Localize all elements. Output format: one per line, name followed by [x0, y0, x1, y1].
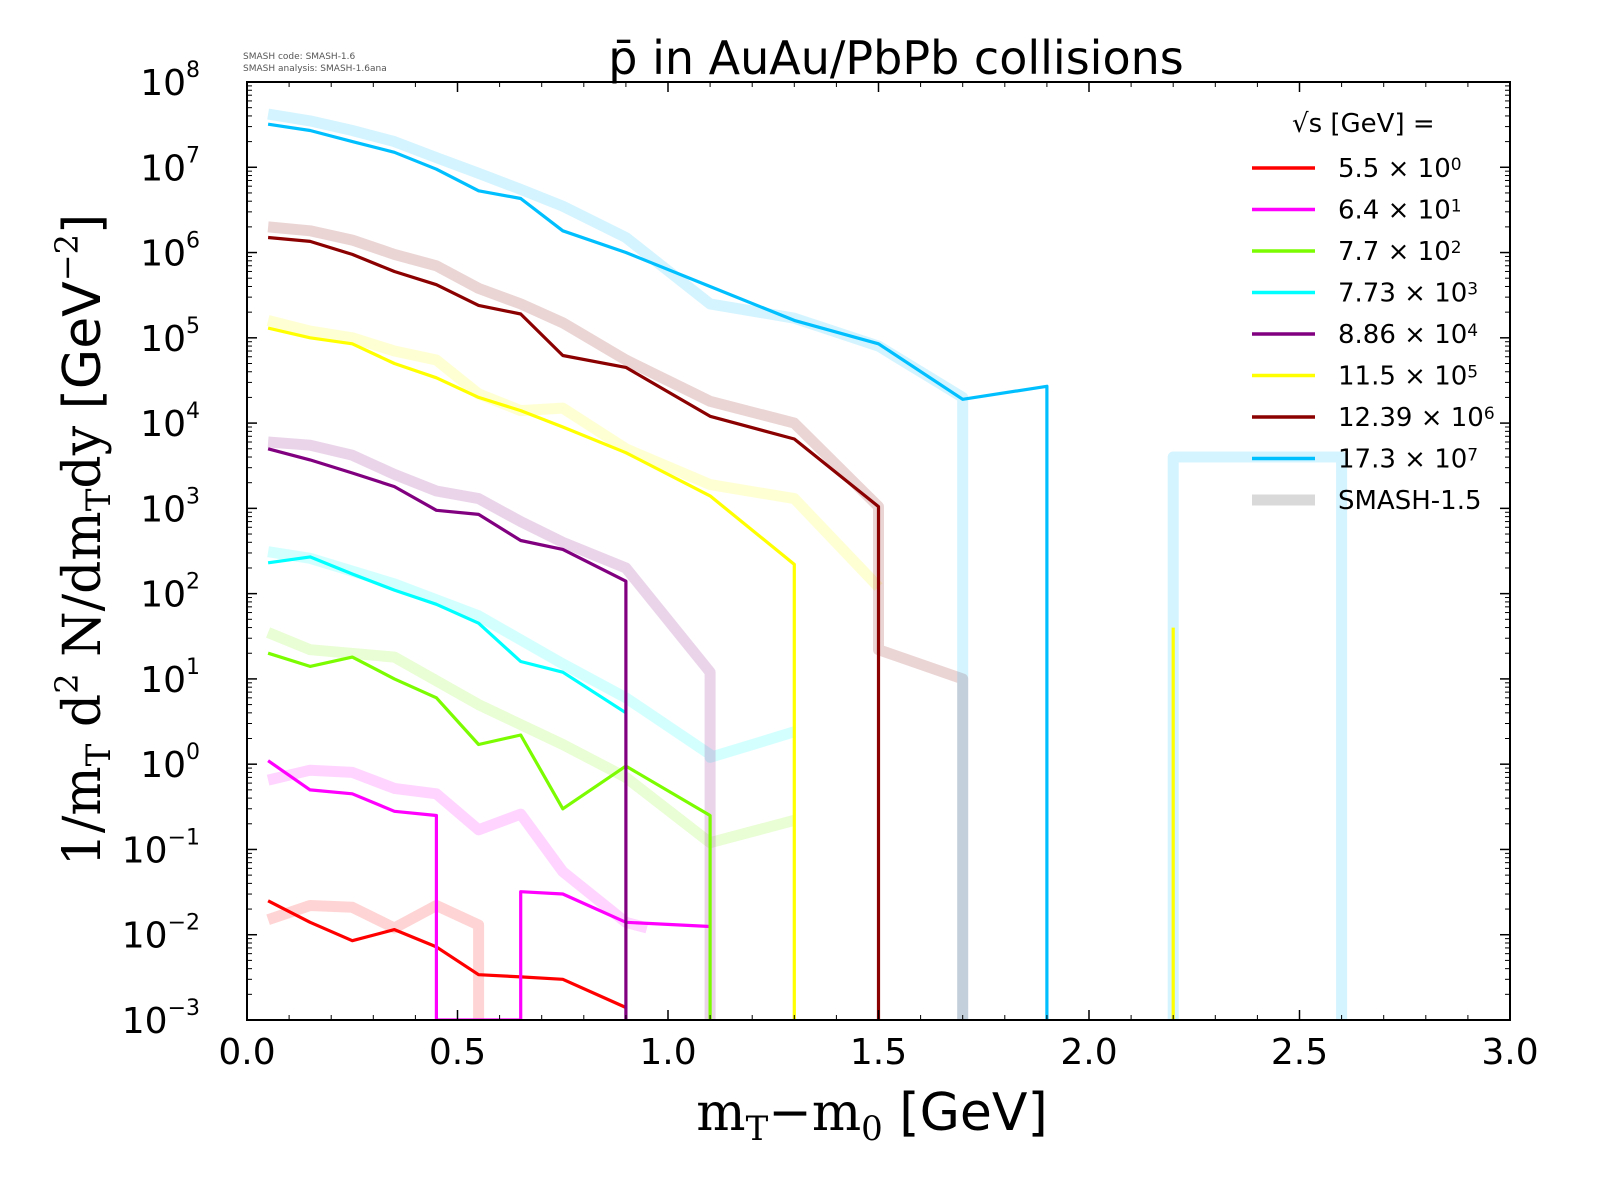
plot-area: 0.0 0.5 1.0 1.5 2.0 2.5 3.0 108 107 106 105 104 103 1… — [122, 58, 1539, 1073]
legend-label-reference: SMASH-1.5 — [1338, 486, 1482, 516]
legend-header: √s [GeV] = — [1292, 109, 1435, 139]
reference-line-5 — [266, 315, 883, 591]
y-tick-label: 100 — [140, 740, 200, 786]
y-axis-title: 1/mT d2 N/dmTdy [GeV−2] — [48, 214, 119, 866]
y-tick-label: 105 — [140, 314, 200, 360]
reference-line-2 — [266, 627, 796, 849]
x-tick-label: 1.0 — [639, 1032, 696, 1073]
x-tick-label: 3.0 — [1481, 1032, 1538, 1073]
x-tick-label: 1.5 — [850, 1032, 907, 1073]
y-tick-label: 102 — [140, 570, 200, 616]
series-line-5 — [267, 326, 796, 1020]
y-tick-label: 104 — [140, 399, 200, 445]
x-axis-title: mT−m0 [GeV] — [696, 1083, 1048, 1149]
y-tick-label: 101 — [140, 655, 200, 701]
y-tick-label: 107 — [140, 143, 200, 189]
legend-label-7: 17.3 × 107 — [1338, 445, 1478, 475]
y-tick-label: 108 — [140, 58, 200, 104]
series-line-4 — [267, 447, 628, 1020]
credit-line-1: SMASH code: SMASH-1.6 — [243, 52, 356, 62]
x-tick-label: 0.0 — [218, 1032, 275, 1073]
reference-line-0 — [266, 900, 485, 1020]
series-line-7 — [267, 122, 1049, 1020]
series-line-1 — [267, 759, 711, 1020]
y-tick-label: 10−3 — [122, 996, 200, 1042]
series-line-6 — [267, 235, 881, 1020]
legend-label-0: 5.5 × 100 — [1338, 154, 1462, 184]
legend-label-6: 12.39 × 106 — [1338, 403, 1495, 433]
x-tick-label: 2.5 — [1271, 1032, 1328, 1073]
y-tick-label: 103 — [140, 484, 200, 530]
credit-line-2: SMASH analysis: SMASH-1.6ana — [243, 64, 387, 74]
series-line-3 — [267, 555, 627, 715]
x-tick-label: 2.0 — [1060, 1032, 1117, 1073]
reference-line-1 — [266, 764, 649, 934]
chart-title: p̄ in AuAu/PbPb collisions — [608, 31, 1183, 85]
reference-line-extra — [1167, 451, 1348, 1020]
legend: √s [GeV] = 5.5 × 100 6.4 × 101 7.7 × 102 7.… — [1252, 109, 1495, 516]
legend-label-4: 8.86 × 104 — [1338, 320, 1478, 350]
y-tick-label: 10−1 — [122, 825, 200, 871]
x-tick-label: 0.5 — [429, 1032, 486, 1073]
series-line-2 — [267, 651, 712, 1020]
y-tick-label: 10−2 — [122, 911, 200, 957]
legend-label-5: 11.5 × 105 — [1338, 362, 1478, 392]
reference-line-4 — [267, 436, 716, 1020]
y-tick-label: 106 — [140, 229, 200, 275]
data-layer — [266, 108, 1348, 1020]
legend-label-1: 6.4 × 101 — [1338, 196, 1462, 226]
series-line-0 — [267, 899, 627, 1009]
legend-label-2: 7.7 × 102 — [1338, 237, 1462, 267]
legend-label-3: 7.73 × 103 — [1338, 279, 1478, 309]
